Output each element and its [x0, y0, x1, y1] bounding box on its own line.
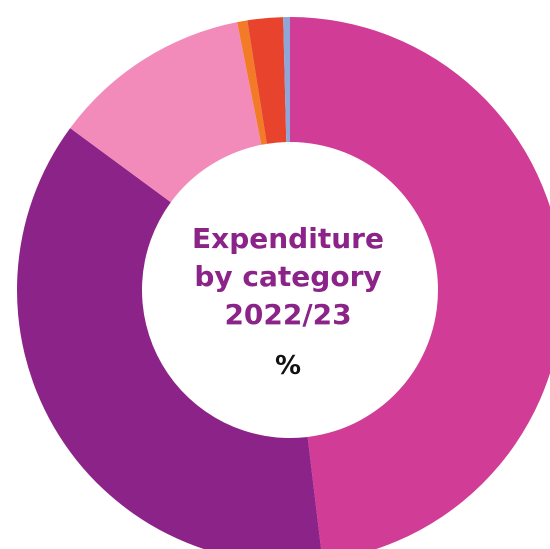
slice [237, 20, 267, 145]
title-line: 2022/23 [224, 298, 351, 331]
title-line: by category [194, 260, 381, 293]
slice [290, 17, 550, 549]
slice [70, 22, 262, 203]
slices [17, 17, 550, 549]
slice [17, 128, 322, 549]
slice [283, 17, 290, 143]
title-line: Expenditure [192, 222, 384, 255]
subtitle: % [275, 351, 301, 381]
slice [247, 17, 287, 144]
